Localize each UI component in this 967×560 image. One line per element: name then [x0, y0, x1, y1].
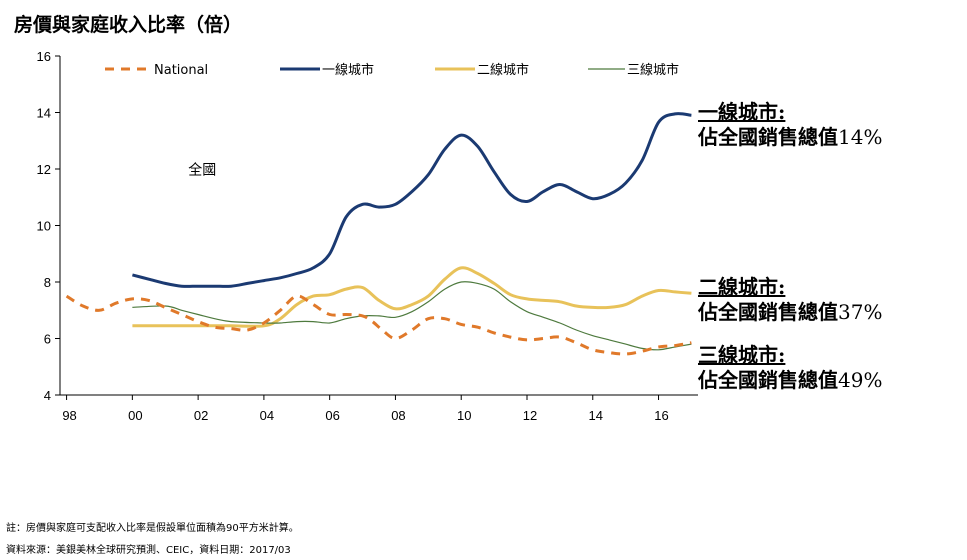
- series-national-line: [65, 294, 692, 356]
- annotation-tier3-pct: 49%: [838, 368, 883, 392]
- annotation-tier1: 一線城市: 佔全國銷售總值14%: [698, 100, 882, 150]
- legend-tier3-label: 三線城市: [627, 62, 679, 78]
- x-tick-label: 00: [128, 408, 142, 423]
- footnote: 註：房價與家庭可支配收入比率是假設單位面積為90平方米計算。: [6, 523, 299, 534]
- annotation-tier3-head: 三線城市:: [698, 343, 786, 367]
- legend-tier2-label: 二線城市: [477, 62, 529, 78]
- annotation-tier3-body: 佔全國銷售總值: [698, 368, 838, 392]
- x-tick-label: 14: [589, 408, 603, 423]
- y-tick-label: 8: [44, 275, 51, 290]
- x-tick-label: 98: [62, 408, 76, 423]
- y-tick-label: 12: [37, 162, 51, 177]
- x-tick-label: 04: [260, 408, 274, 423]
- legend-national-label: National: [154, 63, 208, 78]
- series-tier1-line: [132, 112, 692, 288]
- x-tick-label: 02: [194, 408, 208, 423]
- legend-tier1-label: 一線城市: [322, 62, 374, 78]
- y-tick-label: 14: [37, 106, 51, 121]
- annotation-tier1-pct: 14%: [838, 125, 883, 149]
- y-tick-label: 10: [37, 219, 51, 234]
- y-tick-label: 16: [37, 49, 51, 64]
- source-note: 資料來源：美銀美林全球研究預測、CEIC，資料日期：2017/03: [6, 545, 291, 556]
- series-tier3-line: [132, 281, 692, 351]
- x-tick-label: 10: [457, 408, 471, 423]
- annotation-tier2-pct: 37%: [838, 300, 883, 324]
- chart-inner-label: 全國: [188, 162, 216, 179]
- y-tick-label: 4: [44, 388, 51, 403]
- chart-title: 房價與家庭收入比率（倍）: [14, 14, 243, 36]
- annotation-tier3: 三線城市: 佔全國銷售總值49%: [698, 343, 882, 393]
- annotation-tier2-head: 二線城市:: [698, 275, 786, 299]
- x-tick-label: 08: [391, 408, 405, 423]
- annotation-tier1-head: 一線城市:: [698, 100, 786, 124]
- x-tick-label: 16: [654, 408, 668, 423]
- x-tick-label: 06: [325, 408, 339, 423]
- y-tick-label: 6: [44, 332, 51, 347]
- annotation-tier1-body: 佔全國銷售總值: [698, 125, 838, 149]
- annotation-tier2-body: 佔全國銷售總值: [698, 300, 838, 324]
- annotation-tier2: 二線城市: 佔全國銷售總值37%: [698, 275, 882, 325]
- series-tier2-line: [132, 266, 692, 328]
- x-tick-label: 12: [523, 408, 537, 423]
